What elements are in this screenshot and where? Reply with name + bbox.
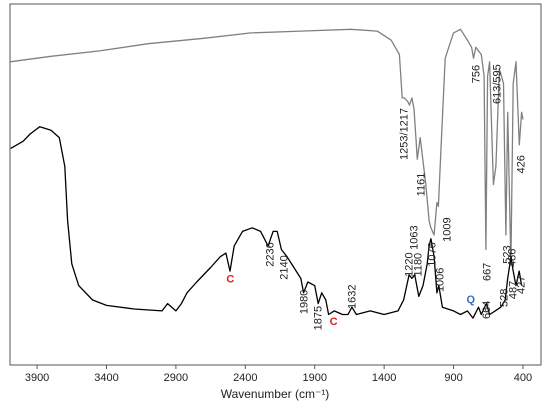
peak-label: 426 (516, 155, 528, 173)
x-tick-label: 400 (514, 372, 532, 384)
peak-label: 756 (471, 65, 483, 83)
peak-label: 1632 (347, 285, 359, 309)
plot-frame (9, 3, 542, 366)
peak-label: 613/595 (492, 64, 504, 104)
peak-label: 427 (516, 276, 528, 294)
marker-letter: C (330, 316, 338, 328)
x-tick-label: 1900 (302, 372, 326, 384)
peak-label: 1220 (404, 252, 416, 276)
peak-label: 2236 (264, 242, 276, 266)
peak-label: 486 (507, 249, 519, 267)
peak-label: 1076 (427, 242, 439, 266)
spectrum-line (9, 28, 524, 265)
peak-label: 487 (508, 281, 520, 299)
peak-label: 1006 (435, 268, 447, 292)
x-tick-label: 2400 (233, 372, 257, 384)
peak-label: 1180 (413, 253, 425, 277)
peak-label: 1875 (312, 306, 324, 330)
x-tick-label: 1400 (372, 372, 396, 384)
x-axis-label: Wavenumber (cm⁻¹) (221, 387, 330, 401)
marker-letter: C (226, 274, 234, 286)
peak-label: 1161 (416, 173, 428, 197)
peak-label: 1253/1217 (399, 108, 411, 160)
peak-label: 523 (502, 245, 514, 263)
marker-letter: Q (466, 294, 475, 306)
peak-label: 2140 (278, 255, 290, 279)
peak-label: 667 (482, 263, 494, 281)
peak-label: 528 (499, 289, 511, 307)
peak-label: 664 (481, 301, 493, 319)
peak-label: 1063 (409, 225, 421, 249)
x-tick-label: 3400 (94, 372, 118, 384)
spectrum-line (10, 126, 523, 319)
peak-label: 1980 (298, 290, 310, 314)
x-tick-label: 2900 (164, 372, 188, 384)
peak-label: 1009 (442, 217, 454, 241)
x-tick-label: 900 (444, 372, 462, 384)
x-tick-label: 3900 (25, 372, 49, 384)
